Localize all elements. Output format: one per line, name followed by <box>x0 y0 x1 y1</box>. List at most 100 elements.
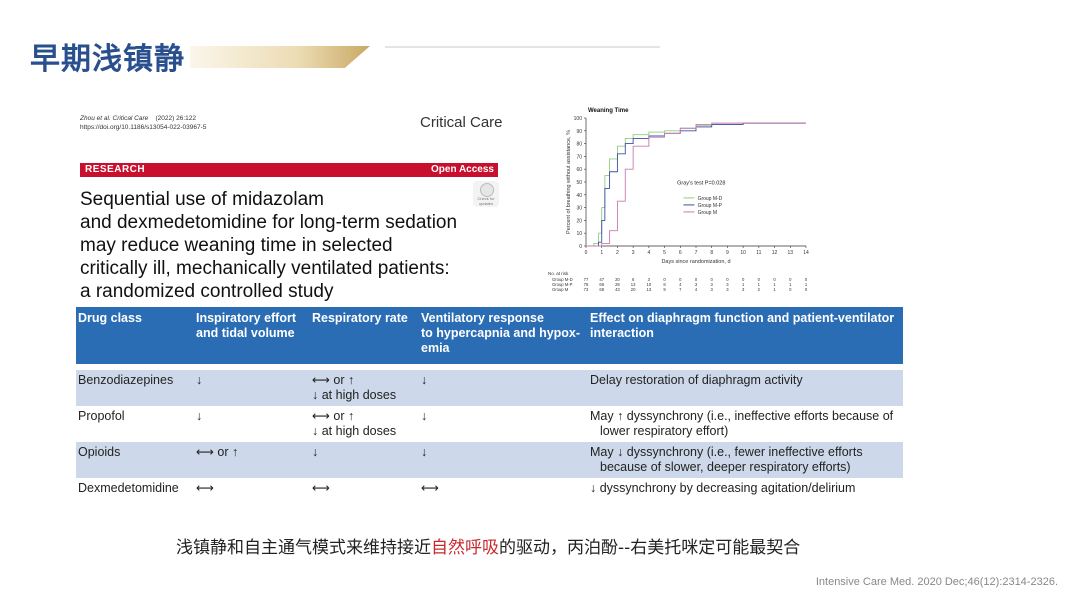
drug-name: Benzodiazepines <box>76 370 194 406</box>
header-ventilatory-response: Ventilatory response to hypercapnia and h… <box>419 307 588 364</box>
at-risk-value: 47 <box>599 277 604 282</box>
at-risk-value: 13 <box>647 287 652 292</box>
summary-text: 浅镇静和自主通气模式来维持接近自然呼吸的驱动，丙泊酚--右美托咪定可能最契合 <box>176 533 800 558</box>
x-tick-label: 12 <box>772 250 778 256</box>
x-tick-label: 3 <box>632 250 635 256</box>
y-tick-label: 100 <box>574 116 583 122</box>
x-tick-label: 4 <box>647 250 650 256</box>
paper-title-line: Sequential use of midazolam <box>80 189 324 210</box>
at-risk-value: 3 <box>742 287 745 292</box>
at-risk-value: 1 <box>773 287 776 292</box>
table-row: Benzodiazepines ↓ ⟷ or ↑ ↓ at high doses … <box>76 370 903 406</box>
at-risk-value: 1 <box>758 282 761 287</box>
at-risk-value: 0 <box>663 277 666 282</box>
y-tick-label: 0 <box>579 244 582 250</box>
at-risk-value: 1 <box>805 282 808 287</box>
y-tick-label: 30 <box>576 206 582 212</box>
y-tick-label: 80 <box>576 142 582 148</box>
at-risk-value: 2 <box>758 287 761 292</box>
at-risk-value: 4 <box>679 282 682 287</box>
y-tick-label: 40 <box>576 193 582 199</box>
open-access-label: Open Access <box>431 164 494 175</box>
effort-value: ↓ <box>194 370 310 406</box>
at-risk-value: 8 <box>663 282 666 287</box>
at-risk-value: 0 <box>758 277 761 282</box>
effort-value: ⟷ or ↑ <box>194 442 310 478</box>
legend-label: Group M-P <box>698 203 723 209</box>
y-tick-label: 60 <box>576 167 582 173</box>
paper-authors: Zhou et al. Critical Care <box>80 115 149 122</box>
paper-title-line: a randomized controlled study <box>80 281 334 302</box>
paper-year-ref: (2022) 26:122 <box>155 115 196 122</box>
x-tick-label: 13 <box>788 250 794 256</box>
x-tick-label: 7 <box>695 250 698 256</box>
effort-value: ⟷ <box>194 478 310 499</box>
effect-value: May ↑ dyssynchrony (i.e., ineffective ef… <box>588 406 903 442</box>
table-row: Propofol ↓ ⟷ or ↑ ↓ at high doses ↓ May ↑… <box>76 406 903 442</box>
y-tick-label: 90 <box>576 129 582 135</box>
series-line <box>586 122 806 247</box>
at-risk-value: 28 <box>615 282 620 287</box>
source-citation: Intensive Care Med. 2020 Dec;46(12):2314… <box>815 576 1058 588</box>
drug-name: Propofol <box>76 406 194 442</box>
at-risk-value: 6 <box>632 277 635 282</box>
y-tick-label: 20 <box>576 218 582 224</box>
at-risk-value: 0 <box>789 287 792 292</box>
at-risk-value: 9 <box>663 287 666 292</box>
at-risk-value: 0 <box>711 277 714 282</box>
at-risk-label: No. at risk <box>548 271 569 276</box>
summary-highlight: 自然呼吸 <box>431 538 499 558</box>
effect-value: May ↓ dyssynchrony (i.e., fewer ineffect… <box>588 442 903 478</box>
x-tick-label: 14 <box>803 250 809 256</box>
chart-annotation: Gray's test P=0.028 <box>677 181 725 187</box>
chart-title: Weaning Time <box>588 108 629 114</box>
x-tick-label: 10 <box>740 250 746 256</box>
summary-before: 浅镇静和自主通气模式来维持接近 <box>176 538 431 558</box>
at-risk-value: 13 <box>631 282 636 287</box>
rate-value: ⟷ or ↑ ↓ at high doses <box>310 406 419 442</box>
at-risk-group: Group M-D <box>552 277 573 282</box>
at-risk-group: Group M <box>552 287 569 292</box>
table-row: Opioids ⟷ or ↑ ↓ ↓ May ↓ dyssynchrony (i… <box>76 442 903 478</box>
rate-value: ↓ <box>310 442 419 478</box>
at-risk-value: 77 <box>584 277 589 282</box>
header-inspiratory-effort: Inspiratory effort and tidal volume <box>194 307 310 364</box>
table-header-row: Drug class Inspiratory effort and tidal v… <box>76 307 903 364</box>
at-risk-value: 0 <box>805 287 808 292</box>
effort-value: ↓ <box>194 406 310 442</box>
response-value: ↓ <box>419 406 588 442</box>
rate-value: ⟷ <box>310 478 419 499</box>
summary-after: 的驱动，丙泊酚--右美托咪定可能最契合 <box>499 538 801 558</box>
y-axis-label: Percent of breathing without assistance,… <box>566 130 572 234</box>
at-risk-value: 43 <box>615 287 620 292</box>
x-tick-label: 1 <box>600 250 603 256</box>
research-banner: RESEARCH Open Access <box>80 163 498 177</box>
x-tick-label: 6 <box>679 250 682 256</box>
at-risk-value: 73 <box>584 287 589 292</box>
at-risk-value: 1 <box>773 282 776 287</box>
at-risk-value: 0 <box>773 277 776 282</box>
x-tick-label: 2 <box>616 250 619 256</box>
response-value: ↓ <box>419 442 588 478</box>
at-risk-value: 0 <box>805 277 808 282</box>
at-risk-value: 0 <box>726 277 729 282</box>
paper-title: Sequential use of midazolam and dexmedet… <box>80 188 510 303</box>
header-diaphragm-effect: Effect on diaphragm function and patient… <box>588 307 903 364</box>
drug-name: Dexmedetomidine <box>76 478 194 499</box>
at-risk-value: 3 <box>711 282 714 287</box>
check-for-updates-icon <box>480 183 494 197</box>
at-risk-value: 0 <box>695 277 698 282</box>
title-decoration <box>190 46 370 68</box>
at-risk-value: 7 <box>679 287 682 292</box>
x-tick-label: 0 <box>585 250 588 256</box>
slide-title: 早期浅镇静 <box>30 42 185 77</box>
check-for-updates-badge: Check for updates <box>473 181 499 207</box>
x-tick-label: 9 <box>726 250 729 256</box>
at-risk-value: 10 <box>647 282 652 287</box>
series-line <box>586 122 806 247</box>
x-tick-label: 5 <box>663 250 666 256</box>
drug-name: Opioids <box>76 442 194 478</box>
at-risk-value: 1 <box>789 282 792 287</box>
paper-title-line: critically ill, mechanically ventilated … <box>80 258 450 279</box>
